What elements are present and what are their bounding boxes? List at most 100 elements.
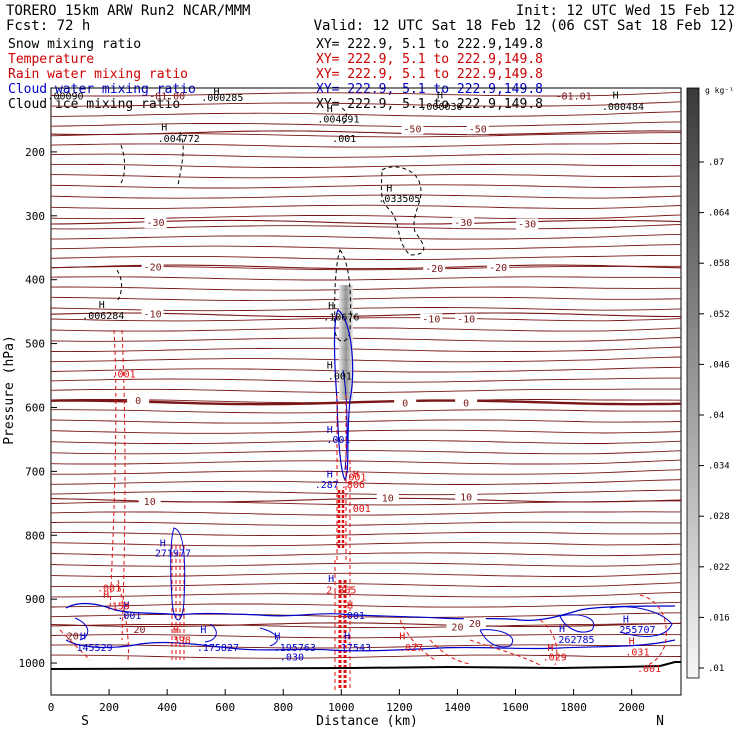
isotherm-line [51,542,681,547]
maximum-value-label: .000285 [201,93,243,104]
maximum-value-label: .001 [97,584,121,595]
colorbar-tick-label: .016 [708,613,730,623]
maximum-value-label: .027 [399,643,423,654]
colorbar-tick-label: .058 [708,259,730,269]
isotherm-line [51,634,681,639]
maximum-value-label: .000484 [602,102,644,113]
isotherm-label: 10 [144,497,156,508]
maximum-h-marker: H [353,469,359,480]
isotherm-label-bg [401,123,424,135]
y-tick-label: 900 [25,593,45,606]
isotherm-label-bg [141,308,164,320]
maximum-value-label: .030 [280,653,304,664]
y-tick-label: 400 [25,274,45,287]
isotherm-label-bg [141,261,164,273]
isotherm-line [51,450,681,455]
isotherm-label-bg [516,218,539,230]
colorbar-tick-label: .04 [708,411,724,421]
isotherm-line [51,388,681,393]
isotherm-line [51,143,681,148]
isotherm-line [51,317,681,322]
isotherm-line [51,439,681,445]
maximum-h-marker: H [123,600,129,611]
isotherm-label-bg [138,495,161,507]
maximum-h-marker: H [274,632,280,643]
isotherm-line [51,572,681,577]
isotherm-label-bg [466,123,489,135]
maximum-h-marker: H [399,632,405,643]
feature-contours [51,107,681,690]
colorbar-ticks: .07 .064 .058 .052 .046 .04 .034 .028 .022 .016 .0… [699,158,730,674]
maximum-value-label: .001 [347,504,371,515]
header-init: Init: 12 UTC Wed 15 Feb 12 [516,3,735,19]
maximum-h-marker: H [344,632,350,643]
maximum-h-marker: H [161,122,167,133]
legend-xy: XY= 222.9, 5.1 to 222.9,149.8 [316,82,543,97]
isotherm-line [51,91,681,97]
isotherm-label: -30 [454,218,472,229]
x-tick-label: 600 [215,701,235,714]
isotherm-label-bg [452,217,475,229]
isotherm-line [51,163,681,169]
snow-contour [119,131,184,186]
maximum-h-marker: H [328,301,334,312]
x-tick-label: 2000 [618,701,645,714]
colorbar-tick-label: .064 [708,209,730,219]
isotherm-20 [51,622,681,628]
isotherm-label: 0 [402,398,408,409]
maximum-value-label: .000030 [420,102,462,113]
maximum-h-marker: H [327,361,333,372]
maximum-value-label: .001 [326,435,350,446]
isotherm-line [51,521,681,526]
isotherm-line [51,552,681,557]
maximum-value-label: 20 [134,625,146,636]
isotherm-label-bg [446,621,469,633]
maximum-h-marker: H [327,104,333,115]
snow-contour [116,269,123,301]
isotherm-line [51,562,681,567]
rain-contour-heavy [338,580,347,690]
isotherm-label-bg [376,492,399,504]
maximum-h-marker: H [80,632,86,643]
isotherm-line [51,459,681,465]
maximum-value-label: .001 [112,370,136,381]
x-end-label-north: N [656,714,664,729]
surface-line [51,661,681,670]
legend: Snow mixing ratio XY= 222.9, 5.1 to 222.… [8,37,543,112]
maximum-h-marker: H [437,90,443,101]
isotherm-label-bg [144,217,167,229]
isotherm-label: -50 [469,124,487,135]
isotherm-line [51,296,681,301]
header-valid: Valid: 12 UTC Sat 18 Feb 12 (06 CST Sat … [314,18,735,34]
colorbar: g kg⁻¹ .07 .064 .058 .052 .046 .04 .034 .028 .02… [686,86,734,679]
colorbar-tick-label: .07 [708,158,724,168]
snow-contour [380,166,425,256]
maximum-h-marker: H [613,90,619,101]
isotherm-label-bg [463,617,486,629]
cloud-water-contour [333,309,354,482]
isotherm-line [51,327,681,332]
colorbar-scale [686,87,700,679]
maximum-h-marker: H [213,87,219,98]
header-fcst: Fcst: 72 h [6,18,90,34]
isotherm-line [51,531,681,537]
maximum-value-label: 2.865 [326,586,356,597]
isotherm-line [51,591,681,598]
isotherm--50 [51,130,681,136]
isotherm-label-bg [423,263,446,275]
isotherm-line [51,366,681,373]
legend-label: Rain water mixing ratio [8,67,188,82]
isotherm-label: 0 [135,396,141,407]
label-layer: -50 -50 -30 -30 -30 -20 -20 -20 -10 -10 -10 0 0 0 10 10… [47,87,661,675]
y-tick-label: 800 [25,529,45,542]
y-tick-label: 700 [25,465,45,478]
isotherm-label: 20 [469,619,481,630]
maximum-value-label: .001 [341,611,365,622]
isotherm-label: -30 [146,218,164,229]
isotherm-line [51,184,681,189]
x-end-label-south: S [81,714,89,729]
x-tick-label: 400 [157,701,177,714]
isotherm-line [51,644,681,649]
top-temperature-label: -81.01 [556,92,592,103]
